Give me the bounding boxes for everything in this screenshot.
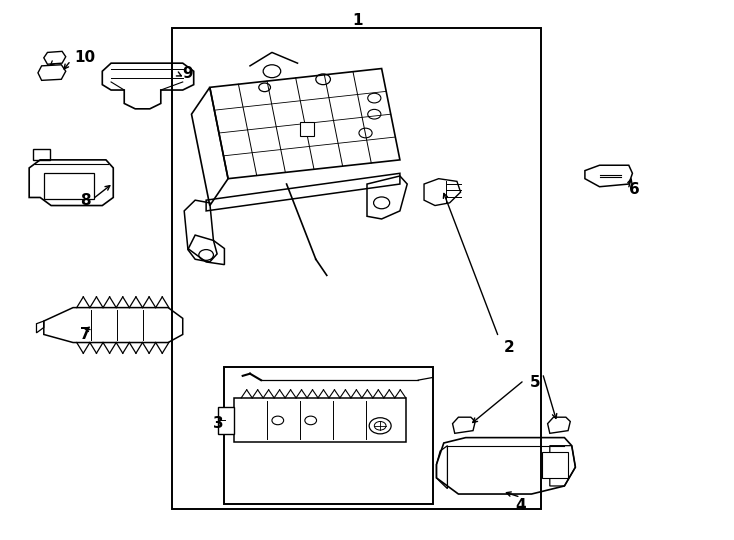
- Text: 10: 10: [75, 50, 95, 65]
- Bar: [218, 407, 234, 434]
- Text: 8: 8: [80, 193, 91, 208]
- Bar: [542, 452, 568, 478]
- Bar: [299, 122, 314, 136]
- Bar: [234, 398, 406, 442]
- Text: 9: 9: [183, 66, 193, 82]
- Text: 3: 3: [213, 416, 223, 430]
- Text: 1: 1: [352, 13, 363, 28]
- Text: 7: 7: [80, 327, 91, 342]
- Bar: [225, 367, 433, 504]
- Text: 2: 2: [504, 340, 515, 355]
- Bar: [172, 28, 541, 509]
- Text: 6: 6: [628, 182, 639, 197]
- Bar: [44, 173, 93, 199]
- Text: 4: 4: [515, 498, 526, 513]
- Text: 5: 5: [530, 375, 540, 390]
